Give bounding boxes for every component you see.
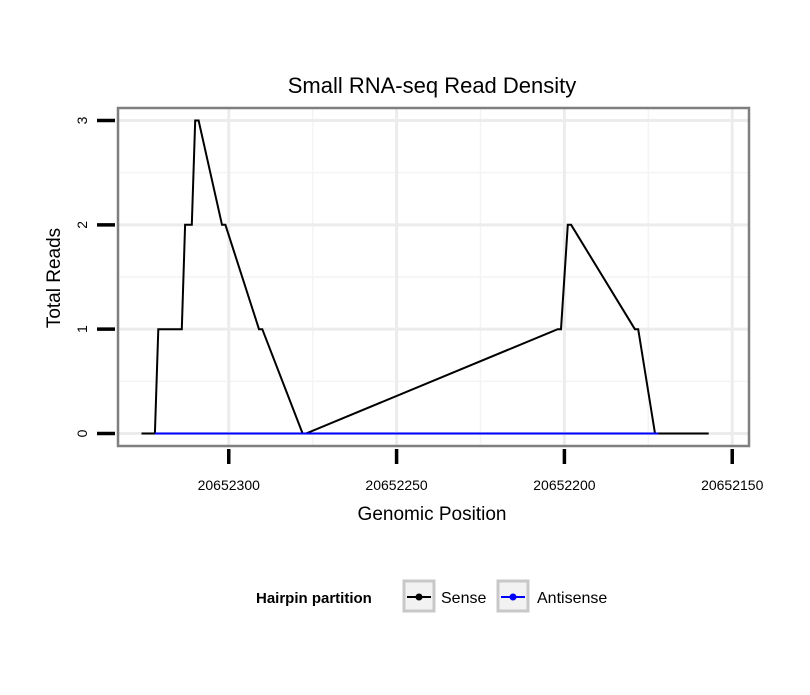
y-axis-label: Total Reads [44,228,65,328]
legend-key-antisense-marker [509,593,517,601]
chart-title: Small RNA-seq Read Density [288,73,577,98]
y-tick-label: 1 [74,325,90,333]
legend-label-antisense: Antisense [537,590,607,607]
plot-panel-border [116,106,751,448]
y-tick-label: 2 [74,221,90,229]
x-tick-label: 20652300 [198,477,261,493]
x-axis-label: Genomic Position [358,504,507,525]
x-tick-label: 20652200 [533,477,596,493]
series-line-sense [141,119,709,435]
y-axis: 0 1 2 3 [74,116,115,437]
x-tick-label: 20652150 [701,477,764,493]
legend-key-sense-marker [415,593,423,601]
legend-title: Hairpin partition [256,590,372,607]
x-axis: 20652300 20652250 20652200 20652150 [198,449,764,493]
y-tick-label: 0 [74,429,90,437]
y-tick-label: 3 [74,116,90,124]
x-tick-label: 20652250 [365,477,428,493]
legend: Hairpin partition Sense Antisense [256,579,607,613]
legend-label-sense: Sense [441,590,486,607]
series-layer [141,119,709,435]
